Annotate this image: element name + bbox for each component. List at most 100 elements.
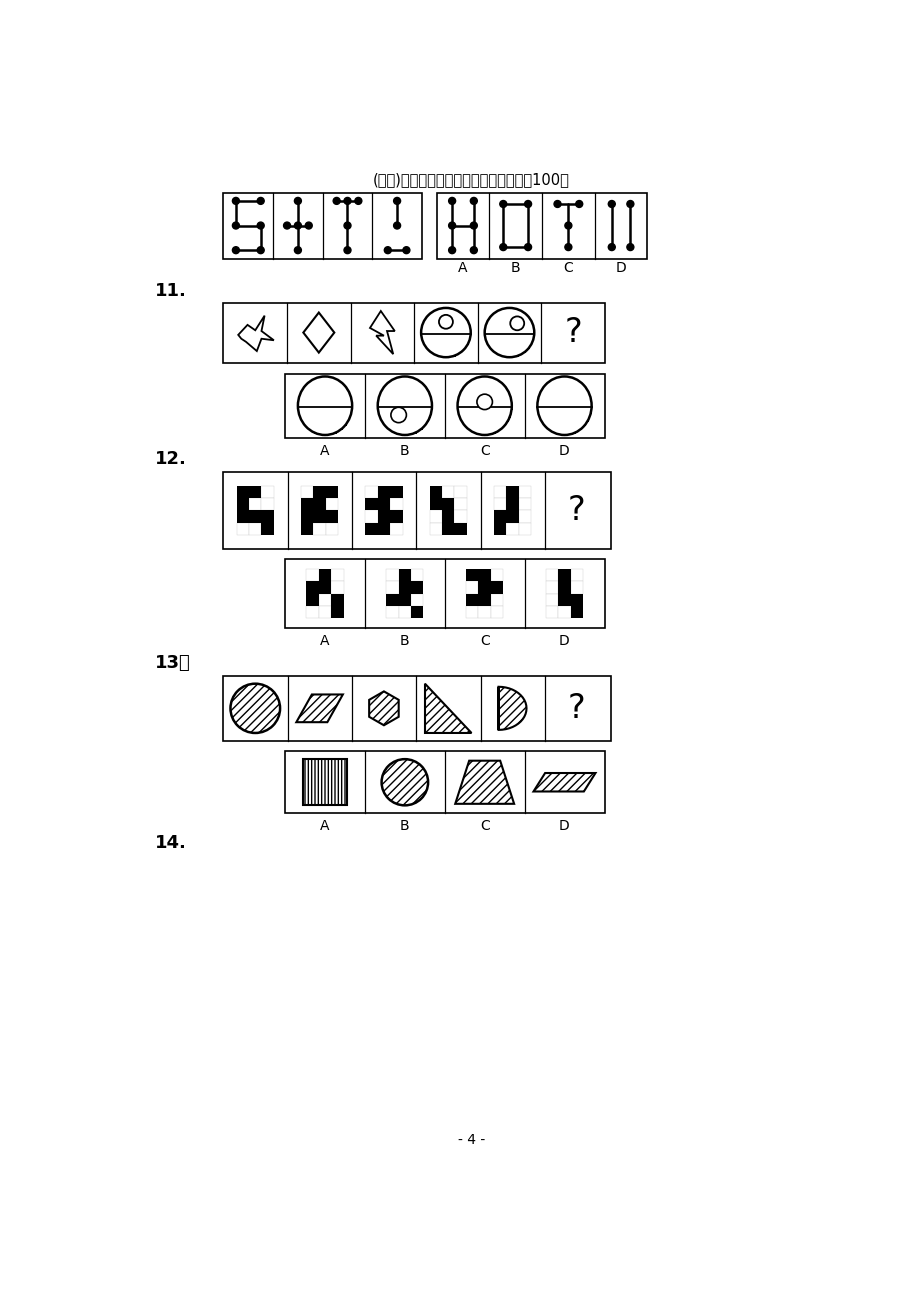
Bar <box>261 523 274 535</box>
Bar <box>454 486 466 499</box>
Bar <box>505 510 518 523</box>
Circle shape <box>233 246 239 254</box>
Circle shape <box>438 315 452 328</box>
Bar <box>466 569 478 581</box>
Bar <box>454 510 466 523</box>
Circle shape <box>344 198 351 204</box>
Bar <box>301 523 313 535</box>
Bar <box>478 569 491 581</box>
Text: B: B <box>400 444 409 458</box>
Bar <box>518 486 530 499</box>
Ellipse shape <box>457 376 511 435</box>
Circle shape <box>575 201 582 207</box>
Bar <box>301 486 313 499</box>
Circle shape <box>294 198 301 204</box>
Bar <box>313 510 325 523</box>
Circle shape <box>470 198 477 204</box>
Polygon shape <box>303 312 334 353</box>
Circle shape <box>484 309 534 357</box>
Polygon shape <box>369 691 398 725</box>
Bar <box>491 581 503 594</box>
Text: A: A <box>320 819 329 833</box>
Bar <box>365 499 378 510</box>
Bar <box>223 193 422 259</box>
Circle shape <box>421 309 471 357</box>
Bar <box>236 510 249 523</box>
Circle shape <box>257 223 264 229</box>
Bar <box>398 594 411 605</box>
Circle shape <box>510 316 524 331</box>
Circle shape <box>626 243 633 250</box>
Circle shape <box>448 223 455 229</box>
Polygon shape <box>498 686 526 730</box>
Circle shape <box>470 246 477 254</box>
Bar <box>285 559 604 629</box>
Bar <box>545 569 558 581</box>
Bar <box>331 569 344 581</box>
Bar <box>437 193 647 259</box>
Bar <box>378 499 390 510</box>
Polygon shape <box>533 773 595 792</box>
Circle shape <box>294 223 301 229</box>
Text: C: C <box>480 634 489 648</box>
Ellipse shape <box>378 376 432 435</box>
Bar <box>466 605 478 618</box>
Text: (完整)公务员考试行测图形推理经典题型100题: (完整)公务员考试行测图形推理经典题型100题 <box>373 172 569 187</box>
Bar <box>441 510 454 523</box>
Circle shape <box>448 246 455 254</box>
Bar <box>398 569 411 581</box>
Bar <box>285 751 604 812</box>
Text: C: C <box>480 819 489 833</box>
Bar <box>249 510 261 523</box>
Text: C: C <box>562 260 573 275</box>
Bar <box>491 605 503 618</box>
Bar <box>301 499 313 510</box>
Circle shape <box>524 243 531 250</box>
Circle shape <box>344 246 351 254</box>
Circle shape <box>403 246 410 254</box>
Circle shape <box>470 223 477 229</box>
Circle shape <box>283 223 290 229</box>
Bar <box>491 569 503 581</box>
Bar <box>494 486 505 499</box>
Text: A: A <box>320 444 329 458</box>
Bar <box>441 486 454 499</box>
Bar <box>570 605 583 618</box>
Bar <box>306 605 319 618</box>
Text: ?: ? <box>563 316 581 349</box>
Bar <box>429 499 441 510</box>
Bar <box>249 499 261 510</box>
Bar <box>505 523 518 535</box>
Bar <box>518 499 530 510</box>
Bar <box>319 605 331 618</box>
Ellipse shape <box>298 376 352 435</box>
Text: D: D <box>559 444 569 458</box>
Bar <box>378 486 390 499</box>
Bar <box>570 569 583 581</box>
Circle shape <box>233 198 239 204</box>
Bar <box>558 581 570 594</box>
Bar <box>331 594 344 605</box>
Circle shape <box>355 198 361 204</box>
Polygon shape <box>455 760 514 803</box>
Bar <box>390 486 403 499</box>
Bar <box>236 499 249 510</box>
Circle shape <box>499 201 506 207</box>
Circle shape <box>344 223 351 229</box>
Text: A: A <box>458 260 467 275</box>
Bar <box>365 510 378 523</box>
Bar <box>494 510 505 523</box>
Bar <box>398 581 411 594</box>
Bar <box>429 486 441 499</box>
Bar <box>319 569 331 581</box>
Text: ?: ? <box>567 691 585 725</box>
Bar <box>261 499 274 510</box>
Bar <box>558 569 570 581</box>
Bar <box>301 510 313 523</box>
Bar <box>331 605 344 618</box>
Bar <box>331 581 344 594</box>
Bar <box>313 523 325 535</box>
Bar <box>494 523 505 535</box>
Bar <box>378 510 390 523</box>
Text: C: C <box>480 444 489 458</box>
